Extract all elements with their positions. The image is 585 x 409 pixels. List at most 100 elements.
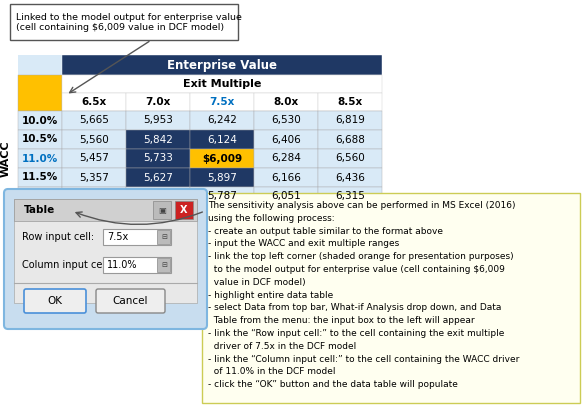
Text: - create an output table similar to the format above: - create an output table similar to the …: [208, 227, 443, 236]
Text: 6,284: 6,284: [271, 153, 301, 164]
Text: 6,124: 6,124: [207, 135, 237, 144]
Bar: [254, 187, 318, 206]
Text: using the following process:: using the following process:: [208, 214, 335, 223]
Text: 5,787: 5,787: [207, 191, 237, 202]
Bar: [190, 149, 254, 168]
Text: ▣: ▣: [158, 205, 166, 214]
Text: 5,260: 5,260: [79, 191, 109, 202]
Bar: [62, 168, 126, 187]
Text: 5,560: 5,560: [79, 135, 109, 144]
Bar: [62, 75, 382, 93]
Text: 10.0%: 10.0%: [22, 115, 58, 126]
Text: - link the “Column input cell:” to the cell containing the WACC driver: - link the “Column input cell:” to the c…: [208, 355, 519, 364]
Bar: [10, 4, 238, 40]
Text: 11.0%: 11.0%: [107, 260, 137, 270]
Bar: [318, 130, 382, 149]
Bar: [254, 168, 318, 187]
FancyBboxPatch shape: [4, 189, 207, 329]
Text: 5,627: 5,627: [143, 173, 173, 182]
Bar: [318, 149, 382, 168]
Text: - select Data from top bar, What-if Analysis drop down, and Data: - select Data from top bar, What-if Anal…: [208, 303, 501, 312]
Text: 12.0%: 12.0%: [22, 191, 58, 202]
Text: X: X: [180, 205, 188, 215]
FancyBboxPatch shape: [96, 289, 165, 313]
Bar: [254, 130, 318, 149]
Text: 5,524: 5,524: [143, 191, 173, 202]
Bar: [18, 168, 62, 187]
Text: 6,688: 6,688: [335, 135, 365, 144]
Text: 6,560: 6,560: [335, 153, 365, 164]
Text: - input the WACC and exit multiple ranges: - input the WACC and exit multiple range…: [208, 239, 399, 248]
Text: driver of 7.5x in the DCF model: driver of 7.5x in the DCF model: [208, 342, 356, 351]
Bar: [18, 130, 62, 149]
Text: 10.5%: 10.5%: [22, 135, 58, 144]
Text: WACC: WACC: [1, 140, 11, 177]
Text: Linked to the model output for enterprise value
(cell containing $6,009 value in: Linked to the model output for enterpris…: [16, 13, 242, 32]
Bar: [62, 93, 126, 111]
Bar: [62, 187, 126, 206]
Text: 5,842: 5,842: [143, 135, 173, 144]
Text: 5,733: 5,733: [143, 153, 173, 164]
Text: - link the top left corner (shaded orange for presentation purposes): - link the top left corner (shaded orang…: [208, 252, 514, 261]
Text: Column input cell:: Column input cell:: [22, 260, 111, 270]
Bar: [126, 187, 190, 206]
Bar: [157, 230, 170, 244]
Bar: [153, 201, 171, 219]
Text: 6,242: 6,242: [207, 115, 237, 126]
Text: 8.0x: 8.0x: [273, 97, 298, 107]
Bar: [126, 111, 190, 130]
Bar: [254, 93, 318, 111]
Text: ⊟: ⊟: [161, 262, 167, 268]
Text: 7.5x: 7.5x: [107, 232, 128, 242]
Bar: [190, 111, 254, 130]
Text: 6,315: 6,315: [335, 191, 365, 202]
Bar: [126, 149, 190, 168]
Bar: [190, 187, 254, 206]
Bar: [126, 130, 190, 149]
Bar: [103, 257, 171, 273]
Bar: [175, 201, 193, 219]
Text: Exit Multiple: Exit Multiple: [183, 79, 261, 89]
Bar: [157, 258, 170, 272]
Bar: [190, 130, 254, 149]
Text: 7.0x: 7.0x: [145, 97, 171, 107]
Text: Enterprise Value: Enterprise Value: [167, 58, 277, 72]
Bar: [62, 55, 382, 75]
Bar: [103, 229, 171, 245]
Text: 5,953: 5,953: [143, 115, 173, 126]
Text: - highlight entire data table: - highlight entire data table: [208, 291, 333, 300]
Text: 6,530: 6,530: [271, 115, 301, 126]
Bar: [62, 149, 126, 168]
Bar: [190, 93, 254, 111]
Text: 8.5x: 8.5x: [338, 97, 363, 107]
Text: - link the “Row input cell:” to the cell containing the exit multiple: - link the “Row input cell:” to the cell…: [208, 329, 504, 338]
FancyBboxPatch shape: [24, 289, 86, 313]
Text: to the model output for enterprise value (cell containing $6,009: to the model output for enterprise value…: [208, 265, 505, 274]
Text: OK: OK: [47, 296, 63, 306]
Bar: [18, 111, 62, 130]
Bar: [14, 199, 197, 303]
Bar: [62, 111, 126, 130]
FancyBboxPatch shape: [202, 193, 580, 403]
Text: The sensitivity analysis above can be performed in MS Excel (2016): The sensitivity analysis above can be pe…: [208, 201, 515, 210]
Bar: [190, 168, 254, 187]
Text: of 11.0% in the DCF model: of 11.0% in the DCF model: [208, 367, 336, 376]
Text: 6,436: 6,436: [335, 173, 365, 182]
Bar: [318, 111, 382, 130]
Text: 6,166: 6,166: [271, 173, 301, 182]
Text: value in DCF model): value in DCF model): [208, 278, 305, 287]
Text: 5,457: 5,457: [79, 153, 109, 164]
Bar: [18, 187, 62, 206]
Text: 5,897: 5,897: [207, 173, 237, 182]
Bar: [254, 111, 318, 130]
Text: Table: Table: [24, 205, 55, 215]
Bar: [18, 149, 62, 168]
Bar: [62, 130, 126, 149]
Text: - click the “OK” button and the data table will populate: - click the “OK” button and the data tab…: [208, 380, 458, 389]
Text: 11.5%: 11.5%: [22, 173, 58, 182]
Text: Table from the menu: the input box to the left will appear: Table from the menu: the input box to th…: [208, 316, 474, 325]
Bar: [254, 149, 318, 168]
Text: Row input cell:: Row input cell:: [22, 232, 94, 242]
Bar: [318, 93, 382, 111]
Text: 6,406: 6,406: [271, 135, 301, 144]
